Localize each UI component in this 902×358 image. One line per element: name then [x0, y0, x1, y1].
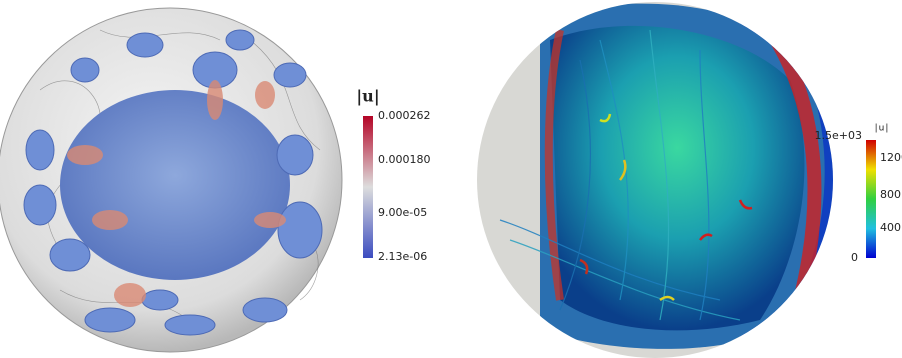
colorbar-tick-label: 0	[851, 251, 858, 264]
figure: |u| 0.000262 0.000180 9.00e-05 2.13e-06	[0, 0, 902, 358]
colorbar-scale	[363, 116, 373, 258]
colorbar-title: |u|	[875, 124, 890, 134]
right-rendering	[477, 0, 840, 358]
colorbar-tick-label: 1.5e+03	[815, 129, 862, 142]
colorbar-tick-label: 9.00e-05	[378, 206, 427, 219]
colorbar-title: |u|	[356, 87, 379, 106]
colorbar-tick-label: 800	[880, 188, 901, 201]
left-rendering	[0, 8, 342, 352]
colorbar-tick-label: 0.000180	[378, 153, 431, 166]
colorbar-left: |u| 0.000262 0.000180 9.00e-05 2.13e-06	[356, 87, 430, 264]
colorbar-scale	[866, 140, 876, 258]
colorbar-tick-label: 2.13e-06	[378, 250, 427, 263]
colorbar-tick-label: 400	[880, 221, 901, 234]
colorbar-tick-label: 0.000262	[378, 109, 431, 122]
colorbar-tick-label: 1200	[880, 151, 902, 164]
